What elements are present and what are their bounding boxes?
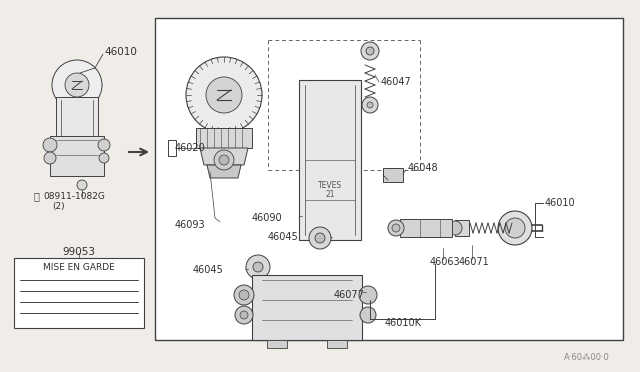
Text: 46045: 46045 [193,265,224,275]
Circle shape [239,290,249,300]
Circle shape [366,47,374,55]
Circle shape [186,57,262,133]
Text: 46071: 46071 [459,257,490,267]
Text: 46010K: 46010K [385,318,422,328]
Bar [400,219,452,237]
Circle shape [235,306,253,324]
Polygon shape [200,148,248,165]
Bar [196,128,252,148]
Bar [327,340,347,348]
Circle shape [360,307,376,323]
Circle shape [388,220,404,236]
Bar [455,220,469,236]
Bar [299,80,361,240]
Bar [267,340,287,348]
Circle shape [240,311,248,319]
Circle shape [44,152,56,164]
Text: 46077: 46077 [334,290,365,300]
Text: 21: 21 [325,189,335,199]
Circle shape [99,153,109,163]
Circle shape [392,224,400,232]
Circle shape [77,180,87,190]
Text: MISE EN GARDE: MISE EN GARDE [43,263,115,273]
Bar [50,136,104,176]
Circle shape [359,286,377,304]
Bar [383,168,403,182]
Text: 08911-1082G: 08911-1082G [43,192,105,201]
Text: (2): (2) [52,202,65,211]
Bar [155,18,623,340]
Text: 46010: 46010 [104,47,137,57]
Circle shape [43,138,57,152]
Circle shape [367,102,373,108]
Text: 46048: 46048 [408,163,438,173]
Circle shape [498,211,532,245]
Circle shape [219,155,229,165]
Circle shape [253,262,263,272]
Polygon shape [207,165,241,178]
Text: 46047: 46047 [381,77,412,87]
Text: TEVES: TEVES [318,180,342,189]
Circle shape [505,218,525,238]
Bar [56,97,98,139]
Circle shape [98,139,110,151]
Circle shape [309,227,331,249]
Circle shape [448,221,462,235]
Circle shape [52,60,102,110]
Text: 46010: 46010 [545,198,575,208]
Bar [168,140,176,156]
Bar [252,275,362,340]
Circle shape [361,42,379,60]
Circle shape [315,233,325,243]
Text: 46093: 46093 [175,220,205,230]
Circle shape [65,73,89,97]
Circle shape [206,77,242,113]
Text: A·60⁂00·0: A·60⁂00·0 [564,353,610,362]
Text: 99053: 99053 [63,247,95,257]
Text: 46045: 46045 [268,232,299,242]
Text: 46020: 46020 [175,143,205,153]
Circle shape [362,97,378,113]
Circle shape [234,285,254,305]
Text: 46090: 46090 [252,213,283,223]
Circle shape [246,255,270,279]
Text: 46063: 46063 [430,257,461,267]
Circle shape [214,150,234,170]
Text: Ⓝ: Ⓝ [34,191,40,201]
Bar [14,258,144,328]
